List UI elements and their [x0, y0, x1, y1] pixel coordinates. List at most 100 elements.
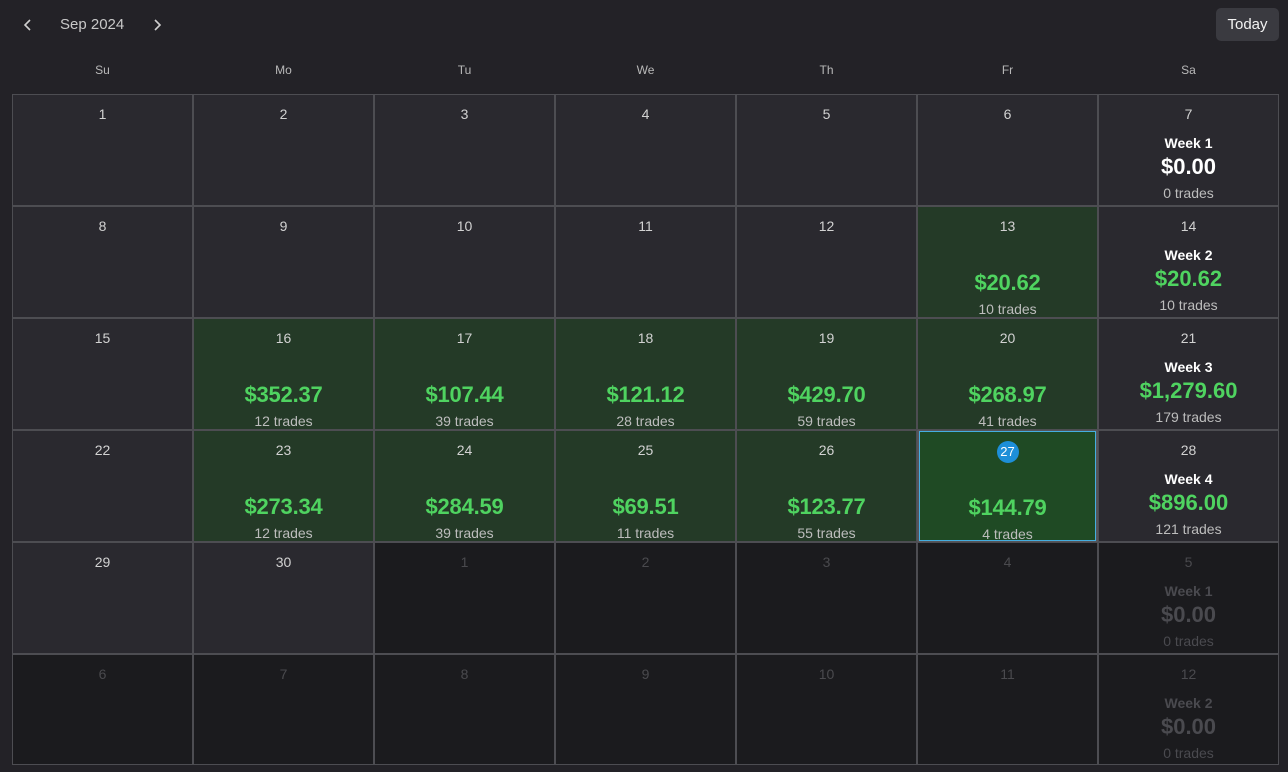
- calendar-grid: 1 2 3 4 5 6 7 Week 1 $0.00 0 trades 8 9 10 11 12 13 $20.…: [12, 94, 1279, 765]
- day-cell[interactable]: 26 $123.77 55 trades: [736, 430, 917, 542]
- day-cell[interactable]: 23 $273.34 12 trades: [193, 430, 374, 542]
- day-number: 12: [818, 218, 835, 234]
- day-number: 27: [920, 441, 1095, 463]
- day-pnl-amount: $107.44: [425, 382, 504, 407]
- week-pnl-amount: $0.00: [1160, 714, 1217, 739]
- day-cell[interactable]: 4: [555, 94, 736, 206]
- day-number: 2: [641, 554, 650, 570]
- day-number: 10: [456, 218, 473, 234]
- week-trade-count: 10 trades: [1159, 297, 1218, 313]
- week-summary-cell[interactable]: 5 Week 1 $0.00 0 trades: [1098, 542, 1279, 654]
- day-cell[interactable]: 8: [12, 206, 193, 318]
- week-pnl-amount: $0.00: [1160, 154, 1217, 179]
- day-cell[interactable]: 12: [736, 206, 917, 318]
- day-cell-today[interactable]: 27 $144.79 4 trades: [919, 431, 1096, 542]
- week-label: Week 4: [1164, 471, 1213, 487]
- day-number: 7: [279, 666, 288, 682]
- day-cell[interactable]: 11: [917, 654, 1098, 765]
- previous-month-button[interactable]: [15, 12, 41, 38]
- day-number: 11: [1000, 666, 1015, 682]
- day-number: 25: [637, 442, 654, 458]
- day-pnl-amount: $352.37: [244, 382, 323, 407]
- day-cell[interactable]: 1: [12, 94, 193, 206]
- day-cell[interactable]: 10: [736, 654, 917, 765]
- day-cell[interactable]: 7: [193, 654, 374, 765]
- day-pnl-amount: $268.97: [968, 382, 1047, 407]
- day-number: 1: [460, 554, 469, 570]
- day-number: 14: [1180, 218, 1197, 234]
- day-number: 12: [1180, 666, 1197, 682]
- today-button[interactable]: Today: [1216, 8, 1279, 41]
- calendar-toolbar: Sep 2024 Today: [0, 0, 1288, 50]
- next-month-button[interactable]: [144, 12, 170, 38]
- week-summary-cell[interactable]: 28 Week 4 $896.00 121 trades: [1098, 430, 1279, 542]
- day-pnl-amount: $429.70: [787, 382, 866, 407]
- day-cell[interactable]: 24 $284.59 39 trades: [374, 430, 555, 542]
- weekday-label: Fr: [1001, 63, 1014, 77]
- day-cell[interactable]: 2: [193, 94, 374, 206]
- day-cell[interactable]: 3: [374, 94, 555, 206]
- day-cell[interactable]: 6: [917, 94, 1098, 206]
- day-cell[interactable]: 5: [736, 94, 917, 206]
- day-cell[interactable]: 9: [193, 206, 374, 318]
- day-number: 4: [1003, 554, 1012, 570]
- week-label: Week 1: [1164, 583, 1213, 599]
- day-number: 6: [1003, 106, 1012, 122]
- day-cell[interactable]: 3: [736, 542, 917, 654]
- day-cell[interactable]: 25 $69.51 11 trades: [555, 430, 736, 542]
- day-number: 5: [1184, 554, 1193, 570]
- week-summary-cell[interactable]: 21 Week 3 $1,279.60 179 trades: [1098, 318, 1279, 430]
- day-trade-count: 10 trades: [978, 301, 1037, 317]
- day-number: 28: [1180, 442, 1197, 458]
- day-number: 7: [1184, 106, 1193, 122]
- day-number: 2: [279, 106, 288, 122]
- day-trade-count: 28 trades: [616, 413, 675, 429]
- day-cell[interactable]: 6: [12, 654, 193, 765]
- day-cell[interactable]: 1: [374, 542, 555, 654]
- day-cell[interactable]: 19 $429.70 59 trades: [736, 318, 917, 430]
- day-cell[interactable]: 29: [12, 542, 193, 654]
- day-cell[interactable]: 2: [555, 542, 736, 654]
- day-number: 20: [999, 330, 1016, 346]
- weekday-label: Su: [95, 63, 110, 77]
- day-pnl-amount: $123.77: [787, 494, 866, 519]
- weekday-label: We: [636, 63, 655, 77]
- week-trade-count: 121 trades: [1155, 521, 1222, 537]
- day-cell[interactable]: 17 $107.44 39 trades: [374, 318, 555, 430]
- day-cell[interactable]: 15: [12, 318, 193, 430]
- day-trade-count: 59 trades: [797, 413, 856, 429]
- day-trade-count: 39 trades: [435, 525, 494, 541]
- day-number: 3: [460, 106, 469, 122]
- day-cell[interactable]: 13 $20.62 10 trades: [917, 206, 1098, 318]
- day-trade-count: 11 trades: [616, 525, 675, 541]
- day-pnl-amount: $273.34: [244, 494, 323, 519]
- day-cell[interactable]: 8: [374, 654, 555, 765]
- week-label: Week 2: [1164, 695, 1213, 711]
- day-cell[interactable]: 30: [193, 542, 374, 654]
- day-cell[interactable]: 18 $121.12 28 trades: [555, 318, 736, 430]
- week-summary-cell[interactable]: 14 Week 2 $20.62 10 trades: [1098, 206, 1279, 318]
- day-number: 17: [456, 330, 473, 346]
- day-cell[interactable]: 9: [555, 654, 736, 765]
- day-trade-count: 12 trades: [254, 413, 313, 429]
- day-trade-count: 41 trades: [978, 413, 1037, 429]
- day-cell[interactable]: 11: [555, 206, 736, 318]
- day-cell[interactable]: 22: [12, 430, 193, 542]
- day-cell[interactable]: 10: [374, 206, 555, 318]
- day-number: 4: [641, 106, 650, 122]
- weekday-label: Th: [819, 63, 834, 77]
- weekday-header: Su Mo Tu We Th Fr Sa: [12, 63, 1279, 83]
- day-trade-count: 39 trades: [435, 413, 494, 429]
- today-date-badge: 27: [996, 441, 1019, 463]
- week-label: Week 2: [1164, 247, 1213, 263]
- week-summary-cell[interactable]: 12 Week 2 $0.00 0 trades: [1098, 654, 1279, 765]
- day-cell[interactable]: 16 $352.37 12 trades: [193, 318, 374, 430]
- day-number: 29: [94, 554, 111, 570]
- day-number: 11: [638, 218, 653, 234]
- week-label: Week 3: [1164, 359, 1213, 375]
- week-summary-cell[interactable]: 7 Week 1 $0.00 0 trades: [1098, 94, 1279, 206]
- day-cell[interactable]: 20 $268.97 41 trades: [917, 318, 1098, 430]
- day-number: 10: [818, 666, 835, 682]
- week-pnl-amount: $20.62: [1154, 266, 1223, 291]
- day-cell[interactable]: 4: [917, 542, 1098, 654]
